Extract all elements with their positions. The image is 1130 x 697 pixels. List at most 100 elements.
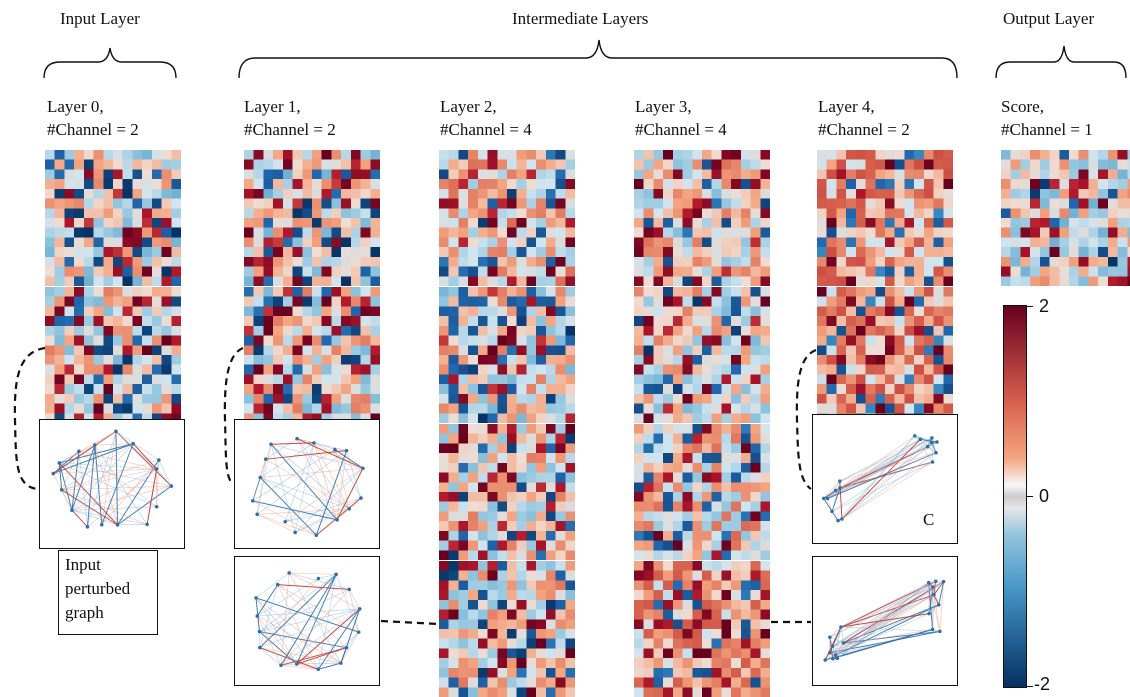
graph-edge (840, 439, 921, 481)
heatmap-matrix (244, 287, 380, 423)
output-layer-title: Output Layer (1003, 8, 1094, 30)
graph-edge (116, 431, 171, 486)
graph-node (831, 645, 835, 649)
graph-node (58, 461, 62, 465)
intermediate-brace (239, 40, 957, 78)
graph-node (839, 625, 843, 629)
graph-node (830, 510, 834, 514)
graph-node (934, 579, 938, 583)
graph-edge (836, 595, 934, 655)
graph-node (345, 449, 349, 453)
column-header-line2: #Channel = 4 (635, 119, 727, 141)
graph-edge (289, 573, 336, 574)
graph-edge (347, 632, 359, 648)
heatmap-matrix (439, 561, 575, 697)
graph-node (823, 658, 827, 662)
heatmap-matrix (634, 561, 770, 697)
graph-node (840, 517, 844, 521)
graph-node (283, 520, 287, 524)
graph-node (316, 667, 320, 671)
colorbar-max-label: 2 (1039, 296, 1049, 317)
graph-node (357, 630, 361, 634)
graph-node (60, 488, 64, 492)
colorbar-tick (1027, 496, 1033, 497)
graph-edge (116, 431, 157, 469)
heatmap-matrix (634, 150, 770, 286)
graph-node (77, 449, 81, 453)
graph-node (251, 499, 255, 503)
graph-node (930, 441, 934, 445)
heatmap-matrix (634, 287, 770, 423)
graph-node (822, 497, 826, 501)
graph-node (935, 440, 939, 444)
graph-edge (281, 573, 289, 665)
note-line: graph (65, 601, 151, 625)
graph-node (312, 441, 316, 445)
graph-node (345, 646, 349, 650)
graph-edge (840, 453, 936, 481)
graph-node (934, 451, 938, 455)
graph-edge (53, 474, 72, 511)
graph-node (131, 442, 135, 446)
graph-node (93, 443, 97, 447)
graph-node (358, 607, 362, 611)
graph-node (317, 577, 321, 581)
graph-visualization (234, 556, 380, 686)
column-header-line2: #Channel = 4 (440, 119, 532, 141)
graph-edge (253, 501, 317, 535)
graph-edge (147, 469, 156, 524)
graph-edge (842, 438, 932, 519)
graph-edge (278, 585, 347, 648)
graph-node (930, 436, 934, 440)
graph-visualization: C (812, 414, 958, 544)
note-line: Input (65, 553, 151, 577)
graph-node (145, 523, 149, 527)
graph-node (359, 496, 363, 500)
graph-visualization (234, 419, 380, 549)
heatmap-matrix (817, 287, 953, 423)
column-header-line1: Layer 1, (244, 96, 301, 118)
graph-node (155, 467, 159, 471)
graph-node (836, 657, 840, 661)
graph-node (828, 651, 832, 655)
heatmap-matrix (439, 287, 575, 423)
graph-node (927, 612, 931, 616)
graph-node (842, 641, 846, 645)
column-header-line2: #Channel = 2 (244, 119, 336, 141)
graph-node (170, 484, 174, 488)
graph-edge (842, 462, 933, 519)
graph-visualization (812, 556, 958, 686)
column-header-line1: Score, (1001, 96, 1044, 118)
graph-node (836, 519, 840, 523)
graph-node (256, 614, 260, 618)
graph-node (287, 571, 291, 575)
graph-node (51, 472, 55, 476)
graph-node (333, 448, 337, 452)
heatmap-matrix (1001, 150, 1130, 286)
graph-node (339, 661, 343, 665)
graph-node (293, 531, 297, 535)
input-brace (44, 48, 176, 78)
column-header-line2: #Channel = 2 (818, 119, 910, 141)
graph-node (942, 580, 946, 584)
note-line: perturbed (65, 577, 151, 601)
intermediate-layers-title: Intermediate Layers (512, 8, 648, 30)
graph-node (276, 583, 280, 587)
graph-edge (260, 443, 314, 478)
graph-edges (825, 581, 943, 660)
connector-layer1-to-layer2 (381, 621, 438, 624)
graph-node (347, 507, 351, 511)
graph-edge (159, 460, 172, 486)
column-header-line1: Layer 3, (635, 96, 692, 118)
graph-node (938, 630, 942, 634)
graph-edge (297, 439, 337, 520)
graph-node (315, 533, 319, 537)
graph-node (834, 653, 838, 657)
graph-node (919, 438, 923, 442)
graph-node (255, 513, 259, 517)
graph-edge (53, 444, 133, 474)
column-header-line2: #Channel = 1 (1001, 119, 1093, 141)
column-header-line1: Layer 0, (47, 96, 104, 118)
graph-edges (53, 431, 171, 527)
graph-node (269, 442, 273, 446)
